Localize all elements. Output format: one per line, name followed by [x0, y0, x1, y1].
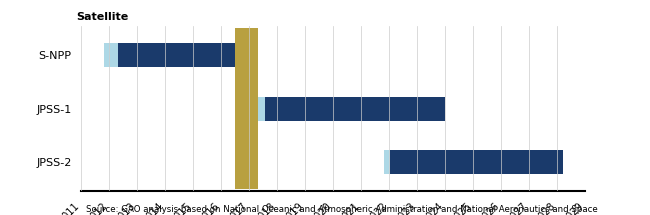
Bar	[257, 97, 265, 121]
Bar	[103, 43, 118, 67]
Bar	[265, 97, 445, 121]
Bar	[118, 43, 235, 67]
Bar	[384, 150, 391, 174]
Bar	[235, 28, 257, 189]
Text: Source: GAO analysis based on National Oceanic and Atmospheric Administration an: Source: GAO analysis based on National O…	[86, 205, 598, 215]
Text: Satellite: Satellite	[76, 12, 129, 23]
Bar	[391, 150, 563, 174]
